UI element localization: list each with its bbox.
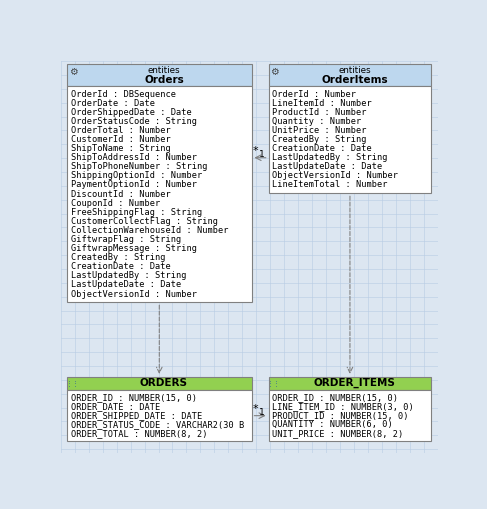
Text: ⋮⋮: ⋮⋮: [267, 380, 281, 386]
Text: OrderShippedDate : Date: OrderShippedDate : Date: [71, 108, 192, 117]
Bar: [67, 86, 251, 302]
Text: Orders: Orders: [144, 75, 184, 84]
Text: ObjectVersionId : Number: ObjectVersionId : Number: [71, 290, 197, 298]
Text: LastUpdateDate : Date: LastUpdateDate : Date: [71, 280, 181, 290]
Text: CustomerId : Number: CustomerId : Number: [71, 135, 171, 144]
Text: OrderStatusCode : String: OrderStatusCode : String: [71, 117, 197, 126]
Text: ORDERS: ORDERS: [140, 378, 188, 388]
Text: DiscountId : Number: DiscountId : Number: [71, 189, 171, 199]
Text: entities: entities: [338, 66, 371, 75]
Text: LastUpdateDate : Date: LastUpdateDate : Date: [272, 162, 383, 172]
Text: PaymentOptionId : Number: PaymentOptionId : Number: [71, 181, 197, 189]
Text: LINE_ITEM_ID : NUMBER(3, 0): LINE_ITEM_ID : NUMBER(3, 0): [272, 402, 414, 411]
Text: ⋮⋮: ⋮⋮: [65, 380, 79, 386]
Text: LineItemId : Number: LineItemId : Number: [272, 99, 372, 108]
Text: ORDER_ID : NUMBER(15, 0): ORDER_ID : NUMBER(15, 0): [272, 393, 398, 402]
Bar: [67, 64, 251, 86]
Bar: [67, 390, 251, 441]
Bar: [67, 377, 251, 390]
Text: GiftwrapMessage : String: GiftwrapMessage : String: [71, 244, 197, 253]
Text: entities: entities: [148, 66, 180, 75]
Text: OrderId : DBSequence: OrderId : DBSequence: [71, 90, 176, 99]
Text: ORDER_SHIPPED_DATE : DATE: ORDER_SHIPPED_DATE : DATE: [71, 411, 202, 420]
Text: ShipToPhoneNumber : String: ShipToPhoneNumber : String: [71, 162, 207, 172]
Text: LastUpdatedBy : String: LastUpdatedBy : String: [71, 271, 187, 280]
Text: ORDER_ID : NUMBER(15, 0): ORDER_ID : NUMBER(15, 0): [71, 393, 197, 402]
Text: 1: 1: [259, 150, 265, 159]
Text: OrderItems: OrderItems: [321, 75, 388, 84]
Text: ORDER_DATE : DATE: ORDER_DATE : DATE: [71, 402, 160, 411]
Text: CreatedBy : String: CreatedBy : String: [71, 253, 166, 262]
Text: OrderId : Number: OrderId : Number: [272, 90, 356, 99]
Text: CreationDate : Date: CreationDate : Date: [272, 144, 372, 153]
Text: CreationDate : Date: CreationDate : Date: [71, 262, 171, 271]
Text: CouponId : Number: CouponId : Number: [71, 199, 160, 208]
Text: LineItemTotal : Number: LineItemTotal : Number: [272, 181, 388, 189]
Text: ShippingOptionId : Number: ShippingOptionId : Number: [71, 172, 202, 180]
Text: UNIT_PRICE : NUMBER(8, 2): UNIT_PRICE : NUMBER(8, 2): [272, 429, 404, 438]
Bar: [268, 377, 431, 390]
Text: LastUpdatedBy : String: LastUpdatedBy : String: [272, 153, 388, 162]
Text: OrderDate : Date: OrderDate : Date: [71, 99, 155, 108]
Text: Quantity : Number: Quantity : Number: [272, 117, 362, 126]
Text: ORDER_ITEMS: ORDER_ITEMS: [314, 378, 395, 388]
Bar: [268, 390, 431, 441]
Text: OrderTotal : Number: OrderTotal : Number: [71, 126, 171, 135]
Text: CustomerCollectFlag : String: CustomerCollectFlag : String: [71, 217, 218, 226]
Text: ORDER_TOTAL : NUMBER(8, 2): ORDER_TOTAL : NUMBER(8, 2): [71, 429, 207, 438]
Text: CollectionWarehouseId : Number: CollectionWarehouseId : Number: [71, 226, 228, 235]
Text: ShipToName : String: ShipToName : String: [71, 144, 171, 153]
Text: ORDER_STATUS_CODE : VARCHAR2(30 B: ORDER_STATUS_CODE : VARCHAR2(30 B: [71, 420, 244, 429]
Text: ⚙: ⚙: [69, 67, 77, 77]
Text: ProductId : Number: ProductId : Number: [272, 108, 367, 117]
Bar: [268, 64, 431, 86]
Text: PRODUCT_ID : NUMBER(15, 0): PRODUCT_ID : NUMBER(15, 0): [272, 411, 409, 420]
Text: GiftwrapFlag : String: GiftwrapFlag : String: [71, 235, 181, 244]
Text: UnitPrice : Number: UnitPrice : Number: [272, 126, 367, 135]
Text: FreeShippingFlag : String: FreeShippingFlag : String: [71, 208, 202, 217]
Text: *: *: [253, 404, 259, 414]
Text: 1: 1: [259, 408, 265, 417]
Text: ObjectVersionId : Number: ObjectVersionId : Number: [272, 172, 398, 180]
Text: ⚙: ⚙: [270, 67, 279, 77]
Bar: [268, 86, 431, 193]
Text: ShipToAddressId : Number: ShipToAddressId : Number: [71, 153, 197, 162]
Text: QUANTITY : NUMBER(6, 0): QUANTITY : NUMBER(6, 0): [272, 420, 393, 429]
Text: *: *: [253, 146, 259, 156]
Text: CreatedBy : String: CreatedBy : String: [272, 135, 367, 144]
